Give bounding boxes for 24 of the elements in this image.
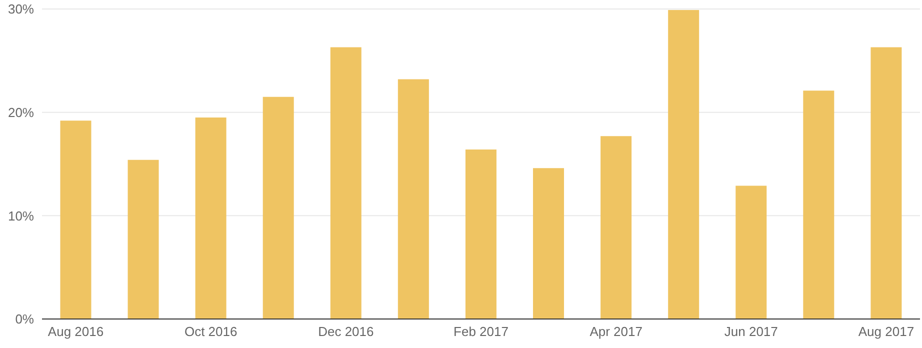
x-tick-label: Feb 2017 (454, 324, 508, 340)
bar (128, 160, 159, 319)
bar (533, 168, 564, 319)
y-tick-label: 30% (8, 2, 34, 17)
bar (262, 96, 294, 319)
bar (600, 136, 632, 319)
y-tick-label: 20% (8, 104, 34, 120)
bar (668, 10, 700, 319)
bar (195, 118, 226, 319)
bar (803, 90, 834, 319)
x-tick-label: Apr 2017 (590, 324, 642, 340)
x-tick-label: Aug 2016 (48, 324, 104, 340)
x-tick-label: Oct 2016 (184, 324, 238, 340)
x-tick-label: Dec 2016 (318, 324, 374, 340)
bar (330, 47, 362, 319)
y-tick-label: 0% (15, 312, 34, 327)
bar (465, 150, 496, 319)
x-tick-label: Jun 2017 (724, 324, 778, 340)
x-tick-label: Aug 2017 (858, 324, 914, 340)
bar (398, 79, 429, 319)
y-tick-label: 10% (8, 208, 34, 224)
bar (736, 186, 767, 319)
bar (870, 47, 902, 319)
bar (60, 120, 92, 319)
